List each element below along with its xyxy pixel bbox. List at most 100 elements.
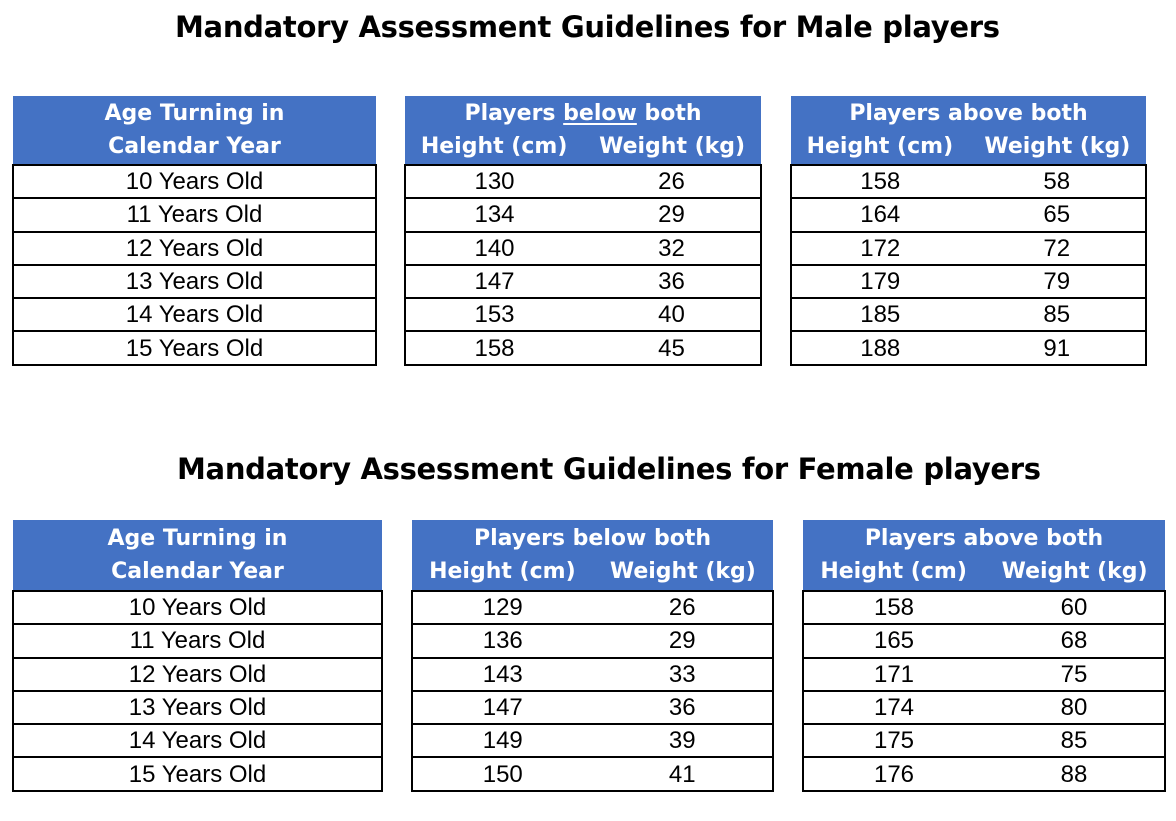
table-row: 174 80 (802, 689, 1166, 726)
female-age-header-line2: Calendar Year (111, 559, 284, 584)
table-row: 175 85 (802, 723, 1166, 759)
table-row: 165 68 (802, 623, 1166, 659)
weight-value: 40 (658, 301, 685, 329)
table-row: 14 Years Old (12, 297, 377, 333)
below-header-suffix: both (636, 101, 702, 126)
height-value: 174 (873, 694, 915, 722)
height-value: 185 (860, 301, 901, 329)
table-row: 14 Years Old (12, 723, 383, 759)
male-below-table: Players below both Height (cm) Weight (kg… (404, 96, 762, 366)
table-row: 13 Years Old (12, 689, 383, 726)
table-row: 147 36 (404, 263, 762, 300)
age-cell: 11 Years Old (12, 623, 383, 659)
male-section-title: Mandatory Assessment Guidelines for Male… (175, 10, 1000, 44)
table-row: 176 88 (802, 756, 1166, 792)
age-cell: 14 Years Old (12, 297, 377, 333)
weight-label: Weight (kg) (1001, 559, 1148, 584)
male-below-header-line1: Players below both (405, 97, 761, 130)
table-row: 15 Years Old (12, 756, 383, 792)
height-value: 149 (482, 727, 523, 755)
table-row: 147 36 (411, 689, 774, 726)
weight-label: Weight (kg) (599, 134, 746, 159)
height-value: 172 (860, 234, 901, 262)
table-row: 15 Years Old (12, 330, 377, 366)
table-row: 158 45 (404, 330, 762, 366)
female-below-header: Players below both Height (cm) Weight (kg… (412, 520, 773, 591)
female-age-header: Age Turning in Calendar Year (13, 520, 382, 591)
table-row: 11 Years Old (12, 197, 377, 233)
female-below-header-line1: Players below both (473, 526, 712, 551)
weight-value: 80 (1060, 694, 1088, 722)
weight-label: Weight (kg) (984, 134, 1131, 159)
weight-value: 60 (1060, 594, 1088, 622)
weight-value: 85 (1043, 301, 1071, 329)
male-above-table: Players above both Height (cm) Weight (kg… (790, 96, 1147, 366)
weight-value: 85 (1060, 727, 1088, 755)
height-label: Height (cm) (420, 134, 568, 159)
weight-value: 29 (658, 201, 685, 229)
weight-value: 41 (668, 760, 696, 788)
table-row: 134 29 (404, 197, 762, 233)
weight-label: Weight (kg) (609, 559, 756, 584)
weight-value: 75 (1060, 660, 1088, 688)
height-value: 158 (474, 334, 515, 362)
weight-value: 72 (1043, 234, 1071, 262)
female-above-table: Players above both Height (cm) Weight (kg… (802, 520, 1166, 792)
height-label: Height (cm) (429, 559, 576, 584)
height-label: Height (cm) (806, 134, 954, 159)
height-label: Height (cm) (820, 559, 967, 584)
height-value: 147 (474, 268, 515, 296)
age-cell: 10 Years Old (12, 163, 377, 200)
table-row: 171 75 (802, 656, 1166, 692)
table-row: 164 65 (790, 197, 1147, 233)
age-cell: 12 Years Old (12, 230, 377, 266)
male-age-header-line1: Age Turning in (104, 101, 285, 126)
height-value: 136 (482, 627, 523, 655)
weight-value: 26 (668, 594, 696, 622)
table-row: 188 91 (790, 330, 1147, 366)
age-cell: 14 Years Old (12, 723, 383, 759)
male-above-header-line1: Players above both (849, 101, 1088, 126)
weight-value: 68 (1060, 627, 1088, 655)
weight-value: 58 (1043, 168, 1071, 196)
height-value: 134 (474, 201, 515, 229)
height-value: 150 (482, 760, 523, 788)
female-above-header: Players above both Height (cm) Weight (kg… (803, 520, 1165, 591)
height-value: 153 (474, 301, 515, 329)
age-cell: 13 Years Old (12, 263, 377, 300)
weight-value: 26 (658, 168, 685, 196)
height-value: 165 (873, 627, 915, 655)
weight-value: 79 (1043, 268, 1071, 296)
height-value: 158 (860, 168, 901, 196)
weight-value: 91 (1043, 334, 1071, 362)
table-row: 179 79 (790, 263, 1147, 300)
height-value: 188 (860, 334, 901, 362)
table-row: 153 40 (404, 297, 762, 333)
weight-value: 45 (658, 334, 685, 362)
table-row: 185 85 (790, 297, 1147, 333)
male-below-header: Players below both Height (cm) Weight (kg… (405, 96, 761, 165)
weight-value: 36 (668, 694, 696, 722)
female-age-table: Age Turning in Calendar Year 10 Years Ol… (12, 520, 383, 792)
age-cell: 11 Years Old (12, 197, 377, 233)
weight-value: 29 (668, 627, 696, 655)
male-age-header-line2: Calendar Year (108, 134, 281, 159)
table-row: 158 58 (790, 163, 1147, 200)
table-row: 149 39 (411, 723, 774, 759)
weight-value: 88 (1060, 760, 1088, 788)
below-header-emphasis: below (563, 101, 637, 126)
table-row: 143 33 (411, 656, 774, 692)
weight-value: 39 (668, 727, 696, 755)
age-cell: 15 Years Old (12, 330, 377, 366)
age-cell: 15 Years Old (12, 756, 383, 792)
height-value: 176 (873, 760, 915, 788)
male-age-table: Age Turning in Calendar Year 10 Years Ol… (12, 96, 377, 366)
weight-value: 65 (1043, 201, 1071, 229)
age-cell: 12 Years Old (12, 656, 383, 692)
table-row: 10 Years Old (12, 589, 383, 626)
weight-value: 36 (658, 268, 685, 296)
height-value: 171 (873, 660, 915, 688)
male-age-header: Age Turning in Calendar Year (13, 96, 376, 165)
table-row: 136 29 (411, 623, 774, 659)
age-cell: 13 Years Old (12, 689, 383, 726)
